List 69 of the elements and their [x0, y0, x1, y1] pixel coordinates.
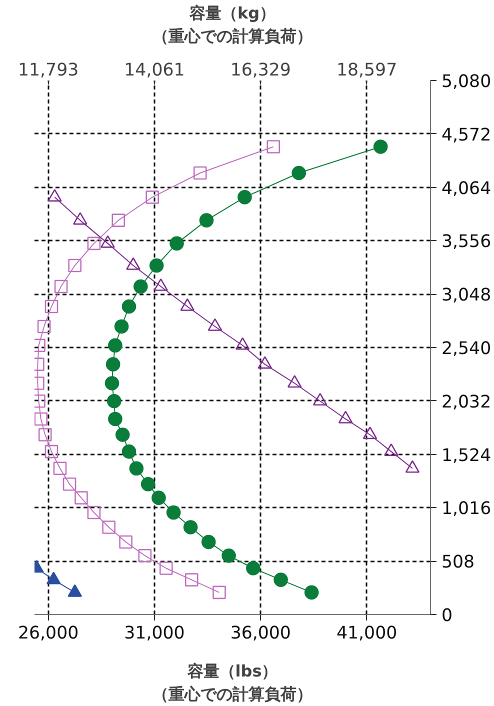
point: [140, 477, 156, 492]
x2-tick-label: 14,061: [124, 60, 185, 80]
point: [212, 586, 226, 600]
point: [102, 520, 116, 534]
y-tick-label: 5,080: [442, 72, 492, 92]
point: [304, 585, 319, 600]
point: [170, 236, 184, 251]
x2-tick-label: 11,793: [18, 60, 79, 80]
point: [87, 236, 101, 250]
point: [44, 300, 58, 314]
x-axis-title: 容量（lbs）（重心での計算負荷）: [152, 662, 312, 704]
point: [106, 357, 120, 372]
point: [292, 166, 306, 180]
point: [373, 140, 388, 154]
point: [38, 428, 52, 442]
point: [114, 319, 129, 334]
point: [104, 376, 120, 390]
point: [159, 562, 173, 575]
y-tick-label: 3,556: [442, 232, 492, 252]
point: [193, 166, 207, 180]
point: [106, 394, 122, 408]
point: [87, 506, 101, 520]
point: [222, 548, 236, 563]
point: [138, 548, 152, 562]
point: [184, 573, 198, 586]
point: [108, 338, 122, 353]
point: [266, 140, 280, 154]
point: [152, 490, 166, 505]
point: [149, 258, 164, 273]
x-tick-label: 26,000: [18, 624, 79, 644]
y-tick-label: 508: [442, 552, 475, 573]
point: [122, 444, 136, 459]
point: [119, 535, 132, 549]
point: [74, 491, 88, 504]
x-tick-label: 31,000: [124, 624, 185, 644]
x-tick-label: 41,000: [336, 624, 398, 644]
x2-tick-label: 16,329: [230, 60, 291, 80]
point: [44, 444, 58, 458]
y-tick-label: 0: [442, 606, 453, 626]
point: [37, 320, 51, 334]
point: [54, 280, 68, 294]
point: [115, 428, 130, 442]
y-tick-label: 1,524: [442, 446, 492, 466]
y-tick-label: 3,048: [442, 286, 492, 306]
point: [34, 412, 48, 426]
point: [166, 505, 181, 520]
point: [199, 213, 214, 228]
point: [146, 190, 159, 204]
y-tick-label: 4,064: [442, 178, 492, 199]
point: [62, 478, 76, 491]
point: [68, 258, 82, 272]
point: [53, 462, 67, 476]
point: [108, 412, 122, 426]
point: [201, 534, 216, 550]
y-tick-label: 1,016: [442, 499, 492, 520]
point: [129, 461, 144, 476]
x2-axis-title: 容量（kg）（重心での計算負荷）: [152, 4, 312, 46]
point: [134, 279, 148, 294]
point: [112, 214, 126, 227]
point: [246, 561, 260, 576]
point: [122, 299, 136, 314]
point: [274, 572, 288, 587]
y-tick-label: 2,032: [442, 392, 492, 412]
point: [183, 520, 198, 534]
point: [238, 190, 252, 204]
x-tick-label: 36,000: [230, 624, 291, 644]
y-tick-label: 4,572: [442, 125, 492, 146]
x2-tick-label: 18,597: [336, 60, 398, 80]
y-tick-label: 2,540: [442, 339, 492, 359]
